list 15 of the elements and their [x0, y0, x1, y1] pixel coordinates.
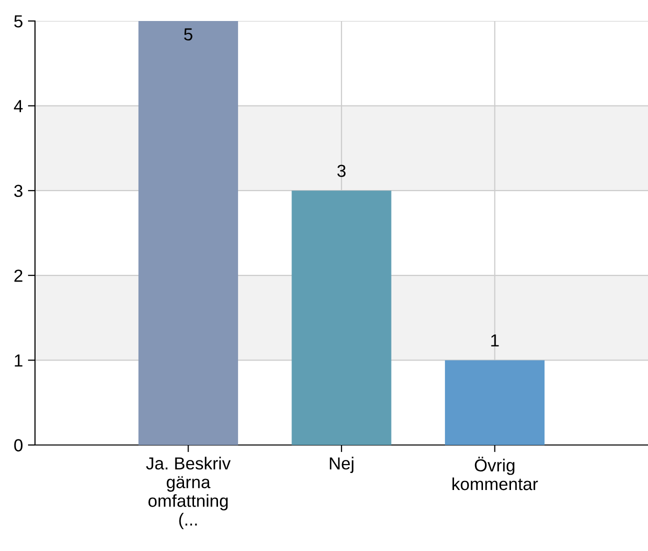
- y-tick-label: 3: [14, 184, 22, 198]
- x-tick-label: Ja. Beskriv gärna omfattning (...: [146, 456, 231, 530]
- bar: [444, 360, 545, 445]
- y-tick-label: 5: [14, 15, 22, 28]
- data-label: 5: [184, 28, 192, 41]
- bar: [138, 21, 238, 445]
- x-tick-label: Övrig kommentar: [452, 456, 538, 490]
- bar: [292, 190, 392, 445]
- y-tick-label: 2: [14, 270, 22, 282]
- data-label: 1: [491, 334, 499, 346]
- data-label: 3: [337, 164, 346, 177]
- y-tick-label: 0: [14, 439, 23, 452]
- x-tick-label: Nej: [330, 456, 354, 473]
- y-tick-label: 4: [14, 100, 23, 112]
- y-tick-label: 1: [14, 354, 22, 366]
